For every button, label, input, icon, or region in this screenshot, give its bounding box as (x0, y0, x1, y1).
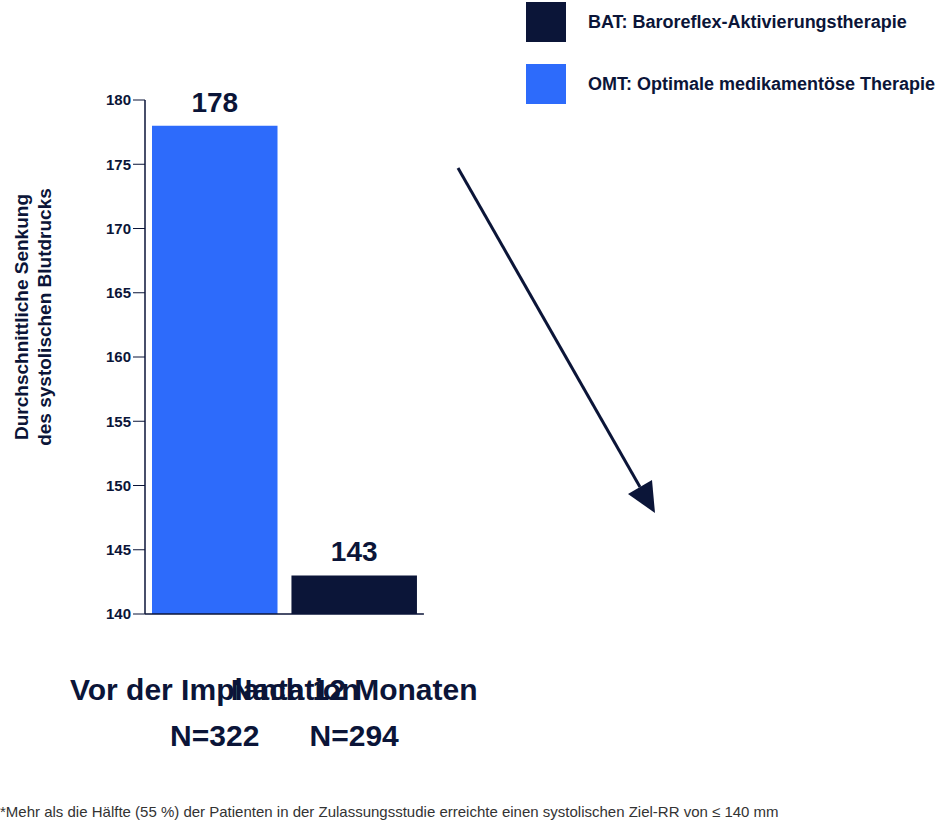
svg-text:155: 155 (106, 413, 131, 430)
svg-text:Durchschnittliche Senkungdes s: Durchschnittliche Senkungdes systolische… (11, 188, 55, 446)
svg-text:170: 170 (106, 220, 131, 237)
svg-text:178: 178 (191, 87, 238, 118)
svg-text:145: 145 (106, 541, 131, 558)
svg-text:Nach 12 MonatenN=294: Nach 12 MonatenN=294 (231, 673, 478, 752)
svg-text:143: 143 (331, 536, 378, 567)
svg-text:140: 140 (106, 605, 131, 622)
svg-text:165: 165 (106, 284, 131, 301)
svg-text:160: 160 (106, 348, 131, 365)
svg-text:150: 150 (106, 477, 131, 494)
svg-text:175: 175 (106, 156, 131, 173)
svg-text:180: 180 (106, 91, 131, 108)
